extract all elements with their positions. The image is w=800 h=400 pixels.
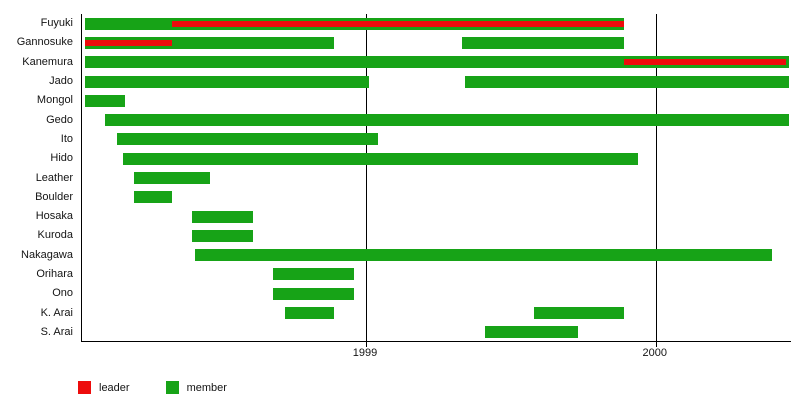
row-label: Kanemura <box>22 55 73 68</box>
leader-bar-segment <box>623 59 787 66</box>
leader-bar-segment <box>84 39 172 46</box>
row-label: Kuroda <box>37 229 73 242</box>
year-gridline <box>366 14 367 347</box>
row-label: Mongol <box>36 94 73 107</box>
member-bar-segment <box>464 75 790 88</box>
member-bar-segment <box>122 152 639 165</box>
row-label: Jado <box>49 75 73 88</box>
member-bar-segment <box>273 268 355 281</box>
chart-plot-area <box>81 14 791 347</box>
x-tick-label: 1999 <box>352 347 378 359</box>
row-label: Nakagawa <box>21 248 73 261</box>
member-bar-segment <box>461 36 624 49</box>
row-label: Gedo <box>46 113 73 126</box>
leader-swatch-icon <box>78 381 91 394</box>
row-label: Ono <box>52 287 73 300</box>
member-bar-segment <box>105 114 790 127</box>
row-label: K. Arai <box>40 306 73 319</box>
row-label: Hosaka <box>35 210 73 223</box>
member-bar-segment <box>116 133 378 146</box>
row-label: Gannosuke <box>16 36 73 49</box>
member-bar-segment <box>84 75 369 88</box>
legend: leader member <box>78 381 227 394</box>
row-label: Boulder <box>35 190 73 203</box>
member-bar-segment <box>192 229 253 242</box>
legend-leader-label: leader <box>99 381 130 394</box>
member-bar-segment <box>484 326 578 339</box>
legend-member-label: member <box>186 381 227 394</box>
member-bar-segment <box>134 191 172 204</box>
x-tick-label: 2000 <box>642 347 668 359</box>
year-gridline <box>655 14 657 347</box>
member-bar-segment <box>195 249 772 262</box>
leader-bar-segment <box>171 20 624 27</box>
member-bar-segment <box>84 94 126 107</box>
row-label: Fuyuki <box>40 17 73 30</box>
member-bar-segment <box>284 307 335 320</box>
legend-item-leader: leader <box>78 381 130 394</box>
row-label: Orihara <box>36 267 73 280</box>
row-label: Leather <box>35 171 73 184</box>
member-bar-segment <box>534 307 624 320</box>
row-label: S. Arai <box>40 325 73 338</box>
member-swatch-icon <box>165 381 179 394</box>
legend-item-member: member <box>165 381 227 394</box>
row-label: Ito <box>60 132 73 145</box>
member-bar-segment <box>84 56 790 69</box>
member-bar-segment <box>273 287 355 300</box>
row-label: Hido <box>50 152 73 165</box>
member-bar-segment <box>192 210 253 223</box>
member-bar-segment <box>134 172 210 184</box>
